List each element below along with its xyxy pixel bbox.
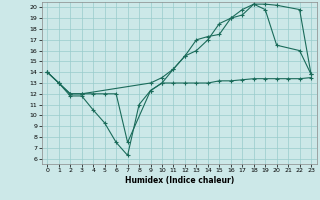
X-axis label: Humidex (Indice chaleur): Humidex (Indice chaleur) bbox=[124, 176, 234, 185]
